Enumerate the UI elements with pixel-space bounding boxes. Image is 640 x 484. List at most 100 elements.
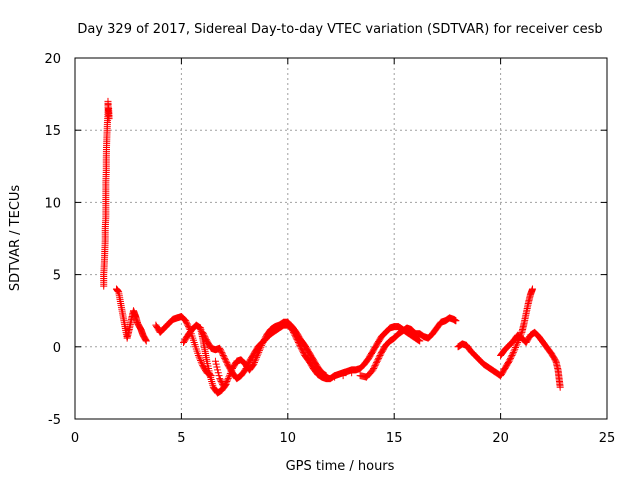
data-point bbox=[513, 340, 521, 348]
grid bbox=[75, 58, 607, 419]
data-point bbox=[373, 357, 381, 365]
data-point bbox=[511, 345, 519, 353]
x-tick-label: 25 bbox=[599, 431, 616, 446]
data-point bbox=[201, 333, 209, 341]
data-point bbox=[225, 373, 233, 381]
data-point bbox=[259, 338, 267, 346]
data-point bbox=[261, 334, 269, 342]
data-point bbox=[212, 360, 220, 368]
data-point bbox=[221, 356, 229, 364]
x-axis-label: GPS time / hours bbox=[286, 459, 395, 474]
data-point bbox=[371, 362, 379, 370]
data-point bbox=[510, 347, 518, 355]
data-point bbox=[255, 347, 263, 355]
data-point bbox=[211, 357, 219, 365]
data-point bbox=[224, 376, 232, 384]
data-point bbox=[216, 375, 224, 383]
data-point bbox=[507, 353, 515, 361]
data-point bbox=[253, 353, 261, 361]
y-tick-label: 5 bbox=[53, 269, 61, 284]
data-point bbox=[216, 376, 224, 384]
data-point bbox=[214, 369, 222, 377]
data-point bbox=[370, 363, 378, 371]
data-point bbox=[339, 372, 347, 380]
y-tick-label: 10 bbox=[44, 196, 61, 211]
data-point bbox=[199, 328, 207, 336]
data-point bbox=[322, 372, 330, 380]
y-tick-label: 0 bbox=[53, 341, 61, 356]
data-point bbox=[142, 337, 150, 345]
data-point bbox=[216, 344, 224, 352]
data-point bbox=[509, 349, 517, 357]
data-point bbox=[220, 383, 228, 391]
data-point bbox=[257, 343, 265, 351]
data-point bbox=[194, 351, 202, 359]
x-tick-label: 5 bbox=[177, 431, 185, 446]
data-point bbox=[506, 356, 514, 364]
data-point bbox=[370, 364, 378, 372]
data-point bbox=[252, 355, 260, 363]
data-point bbox=[184, 323, 192, 331]
data-point bbox=[214, 366, 222, 374]
data-point bbox=[142, 336, 150, 344]
data-point bbox=[224, 375, 232, 383]
data-point bbox=[182, 317, 190, 325]
data-point bbox=[217, 347, 225, 355]
data-point bbox=[219, 350, 227, 358]
data-point bbox=[452, 317, 460, 325]
data-point bbox=[505, 357, 513, 365]
data-point bbox=[183, 320, 191, 328]
data-point bbox=[197, 357, 205, 365]
data-point bbox=[372, 360, 380, 368]
data-point bbox=[508, 351, 516, 359]
data-point bbox=[197, 358, 205, 366]
data-point bbox=[512, 342, 520, 350]
data-point bbox=[331, 373, 339, 381]
data-point bbox=[258, 342, 266, 350]
data-point bbox=[226, 370, 234, 378]
data-point bbox=[202, 334, 210, 342]
data-point bbox=[195, 353, 203, 361]
data-point bbox=[260, 337, 268, 345]
data-point bbox=[216, 346, 224, 354]
y-tick-label: 15 bbox=[44, 124, 61, 139]
data-point bbox=[221, 380, 229, 388]
x-tick-label: 0 bbox=[71, 431, 79, 446]
data-point bbox=[221, 354, 229, 362]
data-point bbox=[200, 331, 208, 339]
data-point bbox=[222, 379, 230, 387]
data-point bbox=[226, 371, 234, 379]
data-point bbox=[251, 357, 259, 365]
data-point bbox=[220, 353, 228, 361]
data-point bbox=[250, 358, 258, 366]
data-point bbox=[208, 377, 216, 385]
data-point bbox=[556, 383, 564, 391]
data-point bbox=[253, 352, 261, 360]
data-point bbox=[529, 285, 537, 293]
data-point bbox=[369, 366, 377, 374]
data-point bbox=[215, 372, 223, 380]
data-point bbox=[223, 377, 231, 385]
data-point bbox=[222, 357, 230, 365]
data-point bbox=[223, 359, 231, 367]
data-point bbox=[184, 321, 192, 329]
x-tick-label: 10 bbox=[280, 431, 297, 446]
data-point bbox=[213, 363, 221, 371]
data-point bbox=[258, 340, 266, 348]
data-point bbox=[372, 359, 380, 367]
data-point bbox=[219, 351, 227, 359]
data-point bbox=[250, 360, 258, 368]
data-point bbox=[416, 337, 424, 345]
data-point bbox=[254, 350, 262, 358]
data-point bbox=[255, 348, 263, 356]
data-point bbox=[375, 353, 383, 361]
data-point bbox=[509, 350, 517, 358]
data-point bbox=[376, 351, 384, 359]
data-point bbox=[105, 105, 113, 113]
data-point bbox=[256, 345, 264, 353]
data-point bbox=[227, 368, 235, 376]
data-point bbox=[348, 369, 356, 377]
chart-title: Day 329 of 2017, Sidereal Day-to-day VTE… bbox=[77, 22, 602, 37]
y-tick-label: -5 bbox=[48, 413, 61, 428]
